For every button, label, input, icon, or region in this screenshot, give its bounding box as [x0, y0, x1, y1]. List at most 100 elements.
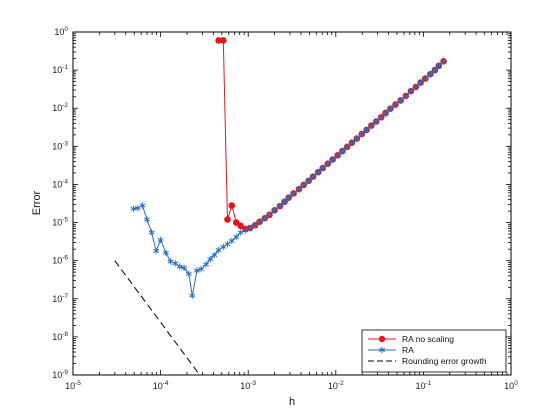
data-point-asterisk — [397, 97, 404, 104]
data-point-asterisk — [339, 147, 346, 155]
asterisk-stroke — [417, 80, 424, 85]
y-tick-label: 10-8 — [52, 331, 68, 342]
asterisk-stroke — [228, 238, 235, 243]
data-point-asterisk — [215, 246, 222, 254]
asterisk-stroke — [319, 165, 326, 171]
asterisk-stroke — [422, 76, 429, 81]
y-tick-label-exponent: -3 — [62, 140, 68, 147]
y-tick-label-base: 10 — [54, 27, 64, 37]
legend-label-0: RA no scaling — [402, 334, 454, 344]
asterisk-stroke — [266, 212, 273, 217]
data-point-asterisk — [402, 92, 409, 100]
data-point-asterisk — [242, 227, 249, 234]
data-point-asterisk — [358, 130, 365, 138]
x-tick-label-base: 10 — [504, 381, 514, 391]
data-point-asterisk — [203, 261, 210, 268]
data-point-asterisk — [334, 152, 341, 159]
data-point-asterisk — [172, 260, 179, 267]
data-point-circle — [228, 202, 236, 209]
data-point-asterisk — [295, 186, 303, 193]
asterisk-stroke — [172, 261, 179, 266]
y-tick-label-exponent: -9 — [62, 369, 68, 376]
asterisk-stroke — [329, 157, 336, 162]
data-point-asterisk — [153, 247, 160, 255]
asterisk-stroke — [440, 59, 447, 64]
x-tick-label-base: 10 — [328, 381, 338, 391]
legend-box — [361, 329, 507, 373]
x-tick-label-exponent: -4 — [163, 380, 169, 387]
data-point-asterisk — [148, 229, 155, 236]
data-point-asterisk — [167, 258, 174, 265]
asterisk-stroke — [185, 271, 192, 276]
data-point-asterisk — [363, 126, 370, 134]
asterisk-stroke — [339, 149, 346, 154]
data-point-asterisk — [315, 168, 322, 176]
x-axis-label: h — [289, 396, 295, 408]
data-point-asterisk — [211, 251, 218, 259]
asterisk-stroke — [162, 250, 169, 255]
y-tick-label-exponent: -5 — [62, 217, 68, 224]
x-tick-label-exponent: -1 — [426, 380, 432, 387]
data-point-asterisk — [435, 62, 442, 69]
asterisk-stroke — [198, 267, 205, 272]
data-point-asterisk — [276, 202, 283, 210]
asterisk-stroke — [153, 248, 160, 253]
asterisk-stroke — [324, 161, 331, 166]
y-tick-label-base: 10 — [52, 103, 62, 113]
data-point-asterisk — [228, 237, 235, 245]
data-point-asterisk — [290, 190, 297, 197]
y-tick-label-base: 10 — [52, 332, 62, 342]
y-tick-label-base: 10 — [52, 370, 62, 380]
asterisk-stroke — [300, 182, 307, 187]
data-point-asterisk — [144, 216, 151, 223]
data-point-asterisk — [252, 222, 259, 229]
y-tick-label-exponent: -2 — [62, 102, 68, 109]
tick-layer: 10-5 10-4 10-3 10-2 10-1 10010010-110-210-310… — [52, 26, 518, 391]
x-tick-label-exponent: 0 — [514, 380, 518, 387]
x-tick-label: 10-4 — [153, 380, 169, 391]
data-point-asterisk — [431, 66, 438, 74]
data-point-asterisk — [261, 215, 268, 222]
data-point-asterisk — [353, 135, 360, 142]
x-tick-label: 10-5 — [65, 380, 81, 391]
y-tick-label-exponent: -7 — [62, 293, 68, 300]
data-point-asterisk — [180, 264, 188, 271]
asterisk-stroke — [373, 119, 380, 124]
x-tick-label-exponent: -2 — [338, 380, 344, 387]
asterisk-stroke — [290, 191, 297, 196]
asterisk-stroke — [382, 110, 389, 116]
x-tick-label-exponent: -3 — [250, 380, 256, 387]
asterisk-stroke — [427, 72, 434, 77]
data-point-asterisk — [189, 292, 196, 299]
asterisk-stroke — [378, 115, 385, 120]
x-tick-label: 10-2 — [328, 380, 344, 391]
data-point-asterisk — [281, 198, 288, 206]
data-point-circle — [224, 216, 231, 223]
asterisk-stroke — [363, 127, 370, 132]
asterisk-stroke — [305, 178, 312, 183]
asterisk-stroke — [397, 98, 404, 103]
y-tick-label: 10-6 — [52, 255, 68, 266]
x-tick-label-base: 10 — [416, 381, 426, 391]
asterisk-stroke — [281, 199, 288, 204]
data-point-asterisk — [220, 243, 227, 251]
data-point-asterisk — [407, 87, 414, 95]
data-point-asterisk — [387, 105, 394, 112]
asterisk-stroke — [353, 136, 360, 141]
data-point-asterisk — [256, 218, 263, 225]
asterisk-stroke — [180, 265, 188, 270]
asterisk-stroke — [435, 63, 442, 68]
data-point-circle — [215, 37, 222, 44]
series-layer — [114, 37, 447, 376]
asterisk-stroke — [148, 230, 155, 235]
asterisk-stroke — [334, 153, 341, 158]
asterisk-stroke — [242, 228, 249, 233]
data-point-asterisk — [310, 173, 317, 180]
data-point-asterisk — [237, 229, 244, 236]
asterisk-stroke — [407, 89, 414, 94]
plot-frame — [72, 31, 512, 376]
data-point-asterisk — [271, 207, 278, 214]
asterisk-stroke — [276, 204, 283, 209]
y-tick-label-exponent: -4 — [62, 178, 68, 185]
